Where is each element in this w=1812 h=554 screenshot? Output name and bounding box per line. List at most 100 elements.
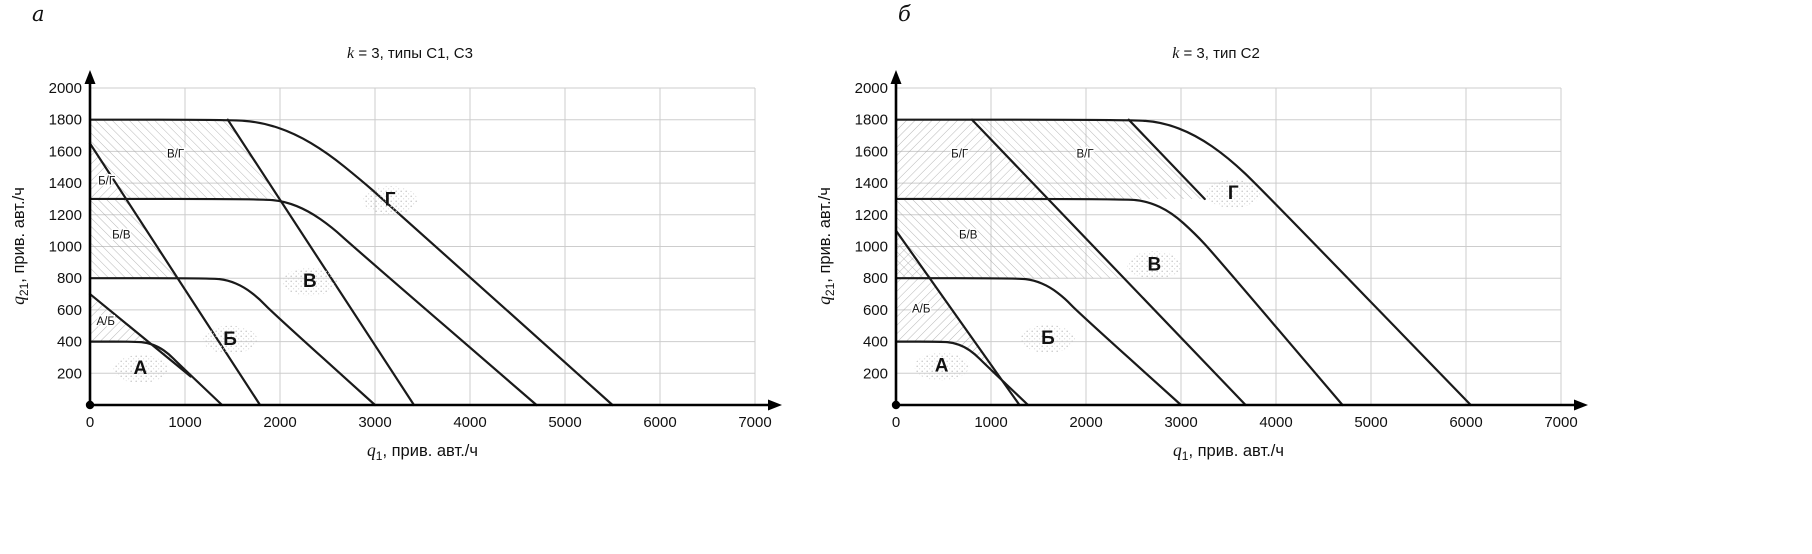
origin-dot — [85, 400, 95, 410]
series-boundary-zone-A — [88, 340, 224, 407]
svg-text:1200: 1200 — [855, 207, 888, 224]
band-А/Б — [896, 230, 1003, 382]
svg-text:Б: Б — [1041, 328, 1055, 349]
band-label-Б/В: Б/В — [112, 230, 131, 242]
svg-text:4000: 4000 — [1259, 414, 1292, 431]
svg-text:1600: 1600 — [855, 143, 888, 160]
zone-label-В: В — [1127, 251, 1182, 280]
svg-text:6000: 6000 — [1449, 414, 1482, 431]
svg-text:4000: 4000 — [453, 414, 486, 431]
chart-zones-c2: 0 1000 2000 3000 4000 5000 6000 7000 200 400 600 80… — [814, 45, 1588, 463]
x-axis-arrow — [768, 399, 782, 411]
series-transition-line-left — [88, 142, 262, 407]
zone-label-В: В — [282, 267, 337, 296]
svg-text:400: 400 — [863, 334, 888, 351]
svg-text:3000: 3000 — [358, 414, 391, 431]
svg-text:1800: 1800 — [49, 112, 82, 129]
svg-text:6000: 6000 — [643, 414, 676, 431]
svg-text:В: В — [1148, 254, 1162, 275]
band-Б/Г — [896, 119, 1048, 199]
chart-title: k = 3, тип С2 — [1172, 45, 1260, 62]
series-transition-line-AB — [88, 292, 192, 378]
chart-title: k = 3, типы С1, С3 — [347, 45, 473, 62]
x-tick-labels: 0 1000 2000 3000 4000 5000 6000 7000 — [892, 414, 1578, 431]
axes — [890, 70, 1588, 411]
svg-text:1000: 1000 — [974, 414, 1007, 431]
zone-label-А: А — [914, 352, 969, 381]
series-boundary-zone-V — [88, 197, 538, 407]
zone-label-Г: Г — [1206, 179, 1261, 208]
svg-text:2000: 2000 — [855, 80, 888, 97]
svg-text:0: 0 — [892, 414, 900, 431]
panel-letter-a: а — [32, 2, 45, 26]
zone-label-Б: Б — [203, 325, 258, 354]
band-Б/В — [90, 198, 178, 279]
y-tick-labels: 200 400 600 800 1000 1200 1400 1600 1800 2000 — [855, 80, 888, 382]
svg-text:Г: Г — [385, 189, 396, 210]
series-transition-line-left — [970, 118, 1247, 407]
band-label-В/Г: В/Г — [167, 149, 185, 161]
svg-text:1800: 1800 — [855, 112, 888, 129]
y-axis-arrow — [890, 70, 902, 84]
axes — [84, 70, 782, 411]
series-transition-line-AB — [894, 229, 1021, 407]
band-label-А/Б: А/Б — [912, 303, 930, 315]
series-boundary-zone-V — [894, 197, 1344, 407]
band-Б/В — [896, 198, 1124, 279]
svg-text:1200: 1200 — [49, 207, 82, 224]
x-axis-arrow — [1574, 399, 1588, 411]
svg-text:7000: 7000 — [1544, 414, 1577, 431]
x-axis-label: q1, прив. авт./ч — [1173, 440, 1284, 463]
origin-dot — [891, 400, 901, 410]
svg-text:2000: 2000 — [49, 80, 82, 97]
series-transition-line-right — [226, 118, 416, 407]
band-label-Б/Г: Б/Г — [98, 176, 116, 188]
svg-text:600: 600 — [863, 302, 888, 319]
band-label-А/Б: А/Б — [96, 316, 114, 328]
svg-text:В: В — [303, 271, 317, 292]
svg-text:А: А — [935, 356, 949, 377]
band-label-Б/Г: Б/Г — [951, 149, 969, 161]
svg-text:200: 200 — [863, 365, 888, 382]
chart-zones-c1-c3: 0 1000 2000 3000 4000 5000 6000 7000 200 400 600 80… — [8, 45, 782, 463]
svg-text:600: 600 — [57, 302, 82, 319]
svg-text:200: 200 — [57, 365, 82, 382]
svg-text:0: 0 — [86, 414, 94, 431]
zone-label-Б: Б — [1021, 324, 1075, 353]
svg-text:1000: 1000 — [168, 414, 201, 431]
band-label-В/Г: В/Г — [1077, 149, 1095, 161]
svg-text:2000: 2000 — [1069, 414, 1102, 431]
x-axis-label: q1, прив. авт./ч — [367, 440, 478, 463]
zone-label-Г: Г — [363, 186, 418, 215]
x-tick-labels: 0 1000 2000 3000 4000 5000 6000 7000 — [86, 414, 772, 431]
band-label-Б/В: Б/В — [959, 230, 978, 242]
svg-text:1600: 1600 — [49, 143, 82, 160]
series-transition-line-right — [1127, 118, 1206, 201]
svg-text:1000: 1000 — [855, 239, 888, 256]
svg-text:7000: 7000 — [738, 414, 771, 431]
y-axis-arrow — [84, 70, 96, 84]
svg-text:800: 800 — [863, 270, 888, 287]
svg-text:400: 400 — [57, 334, 82, 351]
svg-text:2000: 2000 — [263, 414, 296, 431]
series-boundary-zone-B — [88, 277, 377, 407]
series-boundary-zone-G — [894, 118, 1472, 407]
y-axis-label: q21, прив. авт./ч — [8, 187, 31, 305]
y-tick-labels: 200 400 600 800 1000 1200 1400 1600 1800 2000 — [49, 80, 82, 382]
zone-label-А: А — [113, 355, 168, 384]
svg-text:1400: 1400 — [855, 175, 888, 192]
svg-text:1400: 1400 — [49, 175, 82, 192]
svg-text:800: 800 — [57, 270, 82, 287]
y-axis-label: q21, прив. авт./ч — [814, 187, 837, 305]
series-boundary-zone-B — [894, 277, 1183, 407]
panel-letter-b: б — [898, 2, 911, 26]
band-В/Г — [90, 119, 280, 199]
svg-text:А: А — [133, 358, 147, 379]
series-boundary-zone-A — [894, 340, 1030, 407]
svg-text:1000: 1000 — [49, 239, 82, 256]
svg-text:Г: Г — [1228, 183, 1239, 204]
svg-text:Б: Б — [223, 329, 237, 350]
svg-text:3000: 3000 — [1164, 414, 1197, 431]
svg-text:5000: 5000 — [548, 414, 581, 431]
